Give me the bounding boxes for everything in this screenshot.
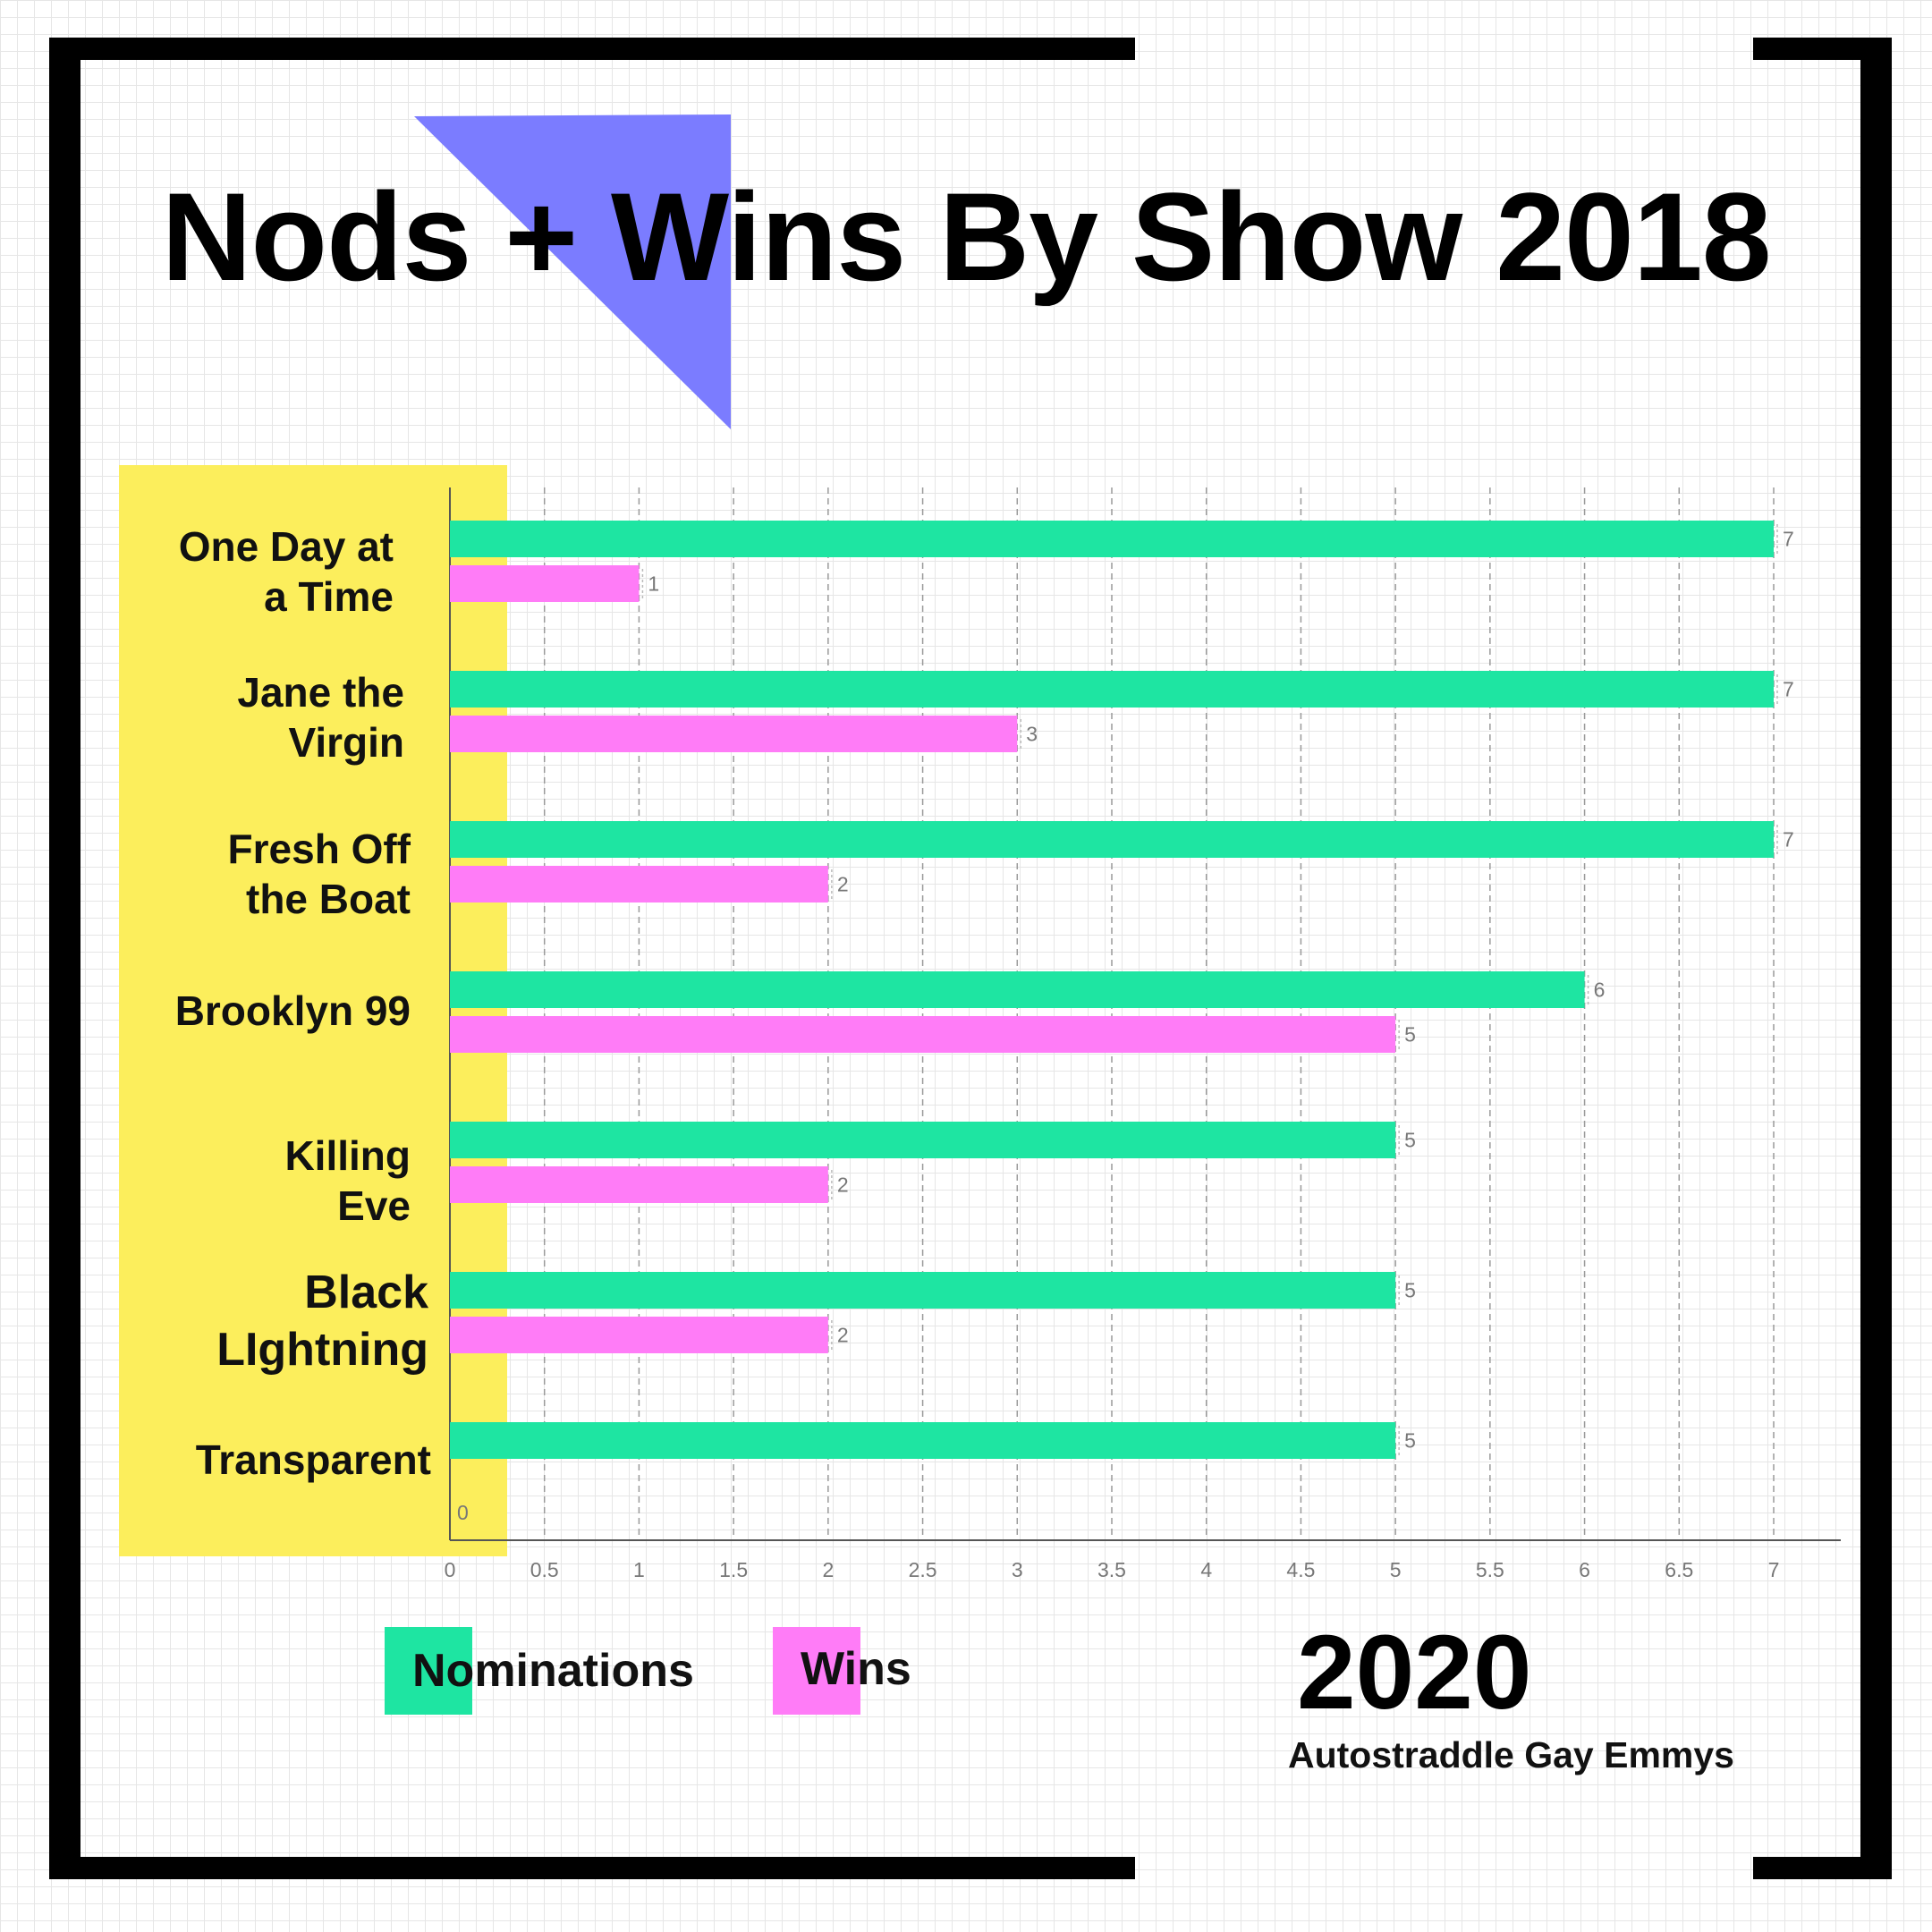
data-label-nominations-one-day-at-a-time: 7: [1783, 528, 1794, 551]
category-label-fresh-off-the-boat: Fresh Off the Boat: [227, 826, 411, 922]
x-tick-label-2: 2: [822, 1558, 834, 1581]
x-tick-label-4: 4: [1200, 1558, 1212, 1581]
data-label-nominations-transparent: 5: [1404, 1429, 1416, 1453]
frame-top-left: [49, 38, 1135, 60]
bar-nominations-transparent: [450, 1422, 1396, 1459]
frame-left: [49, 38, 80, 1879]
x-tick-label-1-5: 1.5: [719, 1558, 748, 1581]
year-label: 2020: [1297, 1614, 1532, 1732]
legend-swatch-nominations: [385, 1627, 472, 1715]
data-label-wins-killing-eve: 2: [837, 1174, 849, 1197]
data-label-nominations-fresh-off-the-boat: 7: [1783, 828, 1794, 852]
bar-wins-brooklyn-99: [450, 1016, 1396, 1053]
bar-wins-jane-the-virgin: [450, 716, 1018, 752]
chart-title: Nods + Wins By Show 2018: [161, 166, 1771, 307]
frame-bottom-left: [49, 1857, 1135, 1879]
x-tick-label-5: 5: [1390, 1558, 1402, 1581]
frame-bottom-right: [1753, 1857, 1892, 1879]
data-label-nominations-black-lightning: 5: [1404, 1279, 1416, 1302]
category-label-black-lightning: Black LIghtning: [216, 1267, 428, 1376]
x-tick-label-0: 0: [445, 1558, 456, 1581]
x-tick-label-5-5: 5.5: [1476, 1558, 1504, 1581]
data-label-wins-black-lightning: 2: [837, 1324, 849, 1347]
x-tick-label-6-5: 6.5: [1665, 1558, 1693, 1581]
source-label: Autostraddle Gay Emmys: [1288, 1734, 1734, 1775]
title-triangle-shape: [414, 114, 731, 429]
bar-wins-one-day-at-a-time: [450, 565, 640, 602]
bar-wins-fresh-off-the-boat: [450, 866, 828, 902]
bar-nominations-killing-eve: [450, 1122, 1396, 1158]
x-tick-label-3-5: 3.5: [1097, 1558, 1126, 1581]
data-label-wins-jane-the-virgin: 3: [1026, 723, 1038, 746]
data-label-wins-one-day-at-a-time: 1: [648, 572, 659, 596]
x-tick-label-7: 7: [1768, 1558, 1780, 1581]
category-label-killing-eve: Killing Eve: [284, 1132, 411, 1229]
bar-nominations-brooklyn-99: [450, 971, 1585, 1008]
bar-wins-black-lightning: [450, 1317, 828, 1353]
bar-nominations-black-lightning: [450, 1272, 1396, 1309]
bar-nominations-jane-the-virgin: [450, 671, 1774, 708]
bar-wins-killing-eve: [450, 1166, 828, 1203]
legend-label-nominations: Nominations: [412, 1645, 694, 1697]
x-tick-label-2-5: 2.5: [909, 1558, 937, 1581]
data-label-wins-transparent: 0: [457, 1501, 469, 1524]
x-tick-label-3: 3: [1012, 1558, 1023, 1581]
data-label-wins-brooklyn-99: 5: [1404, 1023, 1416, 1046]
frame-right: [1860, 38, 1892, 1879]
category-label-jane-the-virgin: Jane the Virgin: [237, 669, 404, 766]
data-label-nominations-brooklyn-99: 6: [1594, 979, 1606, 1002]
legend-label-wins: Wins: [801, 1643, 911, 1695]
x-tick-label-6: 6: [1579, 1558, 1590, 1581]
category-label-brooklyn-99: Brooklyn 99: [174, 987, 411, 1034]
category-label-one-day-at-a-time: One Day at a Time: [178, 523, 394, 620]
legend-swatch-wins: [773, 1627, 860, 1715]
category-label-transparent: Transparent: [195, 1436, 431, 1483]
data-label-nominations-killing-eve: 5: [1404, 1129, 1416, 1152]
x-tick-label-0-5: 0.5: [530, 1558, 559, 1581]
bar-nominations-fresh-off-the-boat: [450, 821, 1774, 858]
category-label-panel: [119, 465, 507, 1556]
data-label-wins-fresh-off-the-boat: 2: [837, 873, 849, 896]
x-tick-label-4-5: 4.5: [1286, 1558, 1315, 1581]
bar-nominations-one-day-at-a-time: [450, 521, 1774, 557]
x-tick-label-1: 1: [633, 1558, 645, 1581]
data-label-nominations-jane-the-virgin: 7: [1783, 678, 1794, 701]
